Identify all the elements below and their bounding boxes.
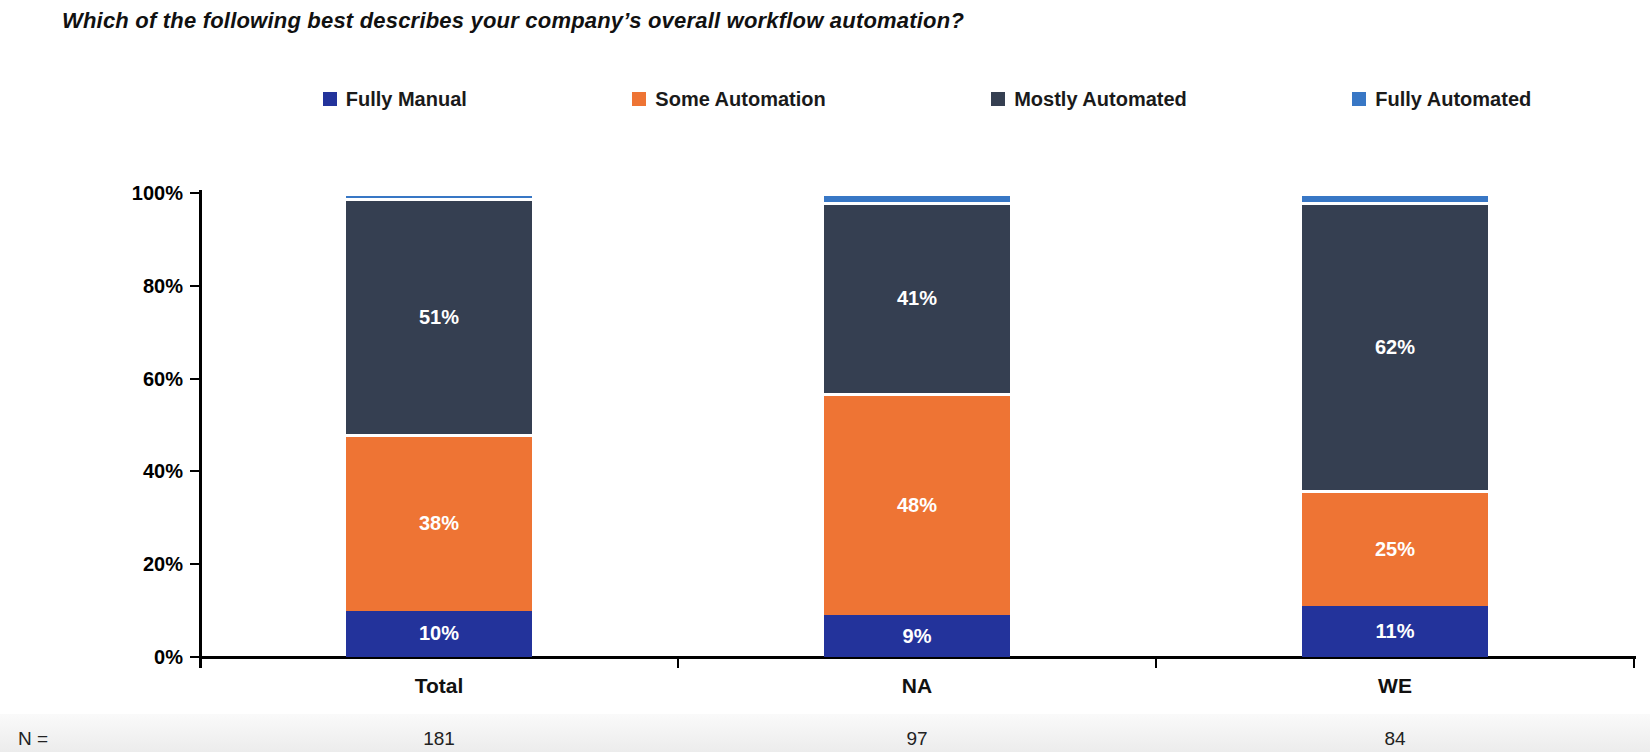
bar-segment-total-fully-automated: [346, 193, 532, 198]
bar-segment-we-fully-automated: [1302, 193, 1488, 202]
y-tick-label: 60%: [58, 367, 183, 391]
bar-segment-label: 9%: [903, 625, 932, 648]
n-value: 181: [329, 728, 549, 750]
bar-segment-label: 38%: [419, 512, 459, 535]
legend-label: Mostly Automated: [1014, 88, 1187, 111]
y-tick-label: 20%: [58, 552, 183, 576]
chart-title: Which of the following best describes yo…: [62, 8, 964, 34]
bar-segment-label: 41%: [897, 287, 937, 310]
bar-segment-label: 48%: [897, 494, 937, 517]
n-row-label: N =: [18, 728, 48, 750]
x-tick-mark: [677, 657, 679, 668]
bar-segment-na-some-automation: 48%: [824, 393, 1010, 616]
legend: Fully Manual Some Automation Mostly Automa…: [240, 83, 1614, 115]
n-value: 84: [1285, 728, 1505, 750]
legend-swatch-icon: [323, 92, 337, 106]
bar-segment-na-fully-manual: 9%: [824, 615, 1010, 657]
bar-segment-we-some-automation: 25%: [1302, 490, 1488, 606]
x-tick-mark: [1155, 657, 1157, 668]
bar-segment-label: 25%: [1375, 538, 1415, 561]
legend-label: Fully Manual: [346, 88, 467, 111]
category-label: WE: [1285, 674, 1505, 698]
legend-label: Some Automation: [655, 88, 825, 111]
bar-segment-we-mostly-automated: 62%: [1302, 202, 1488, 490]
legend-label: Fully Automated: [1375, 88, 1531, 111]
bar-segment-total-some-automation: 38%: [346, 434, 532, 610]
legend-item-fully-manual: Fully Manual: [323, 88, 467, 111]
x-tick-mark: [1633, 657, 1635, 668]
y-tick-label: 0%: [58, 645, 183, 669]
bar-segment-label: 10%: [419, 622, 459, 645]
bar-segment-na-mostly-automated: 41%: [824, 202, 1010, 392]
bar-segment-total-mostly-automated: 51%: [346, 198, 532, 435]
y-tick-label: 80%: [58, 274, 183, 298]
bar-segment-label: 51%: [419, 306, 459, 329]
bar-segment-label: 11%: [1376, 620, 1415, 643]
y-axis-line: [199, 190, 202, 668]
y-tick-label: 100%: [58, 181, 183, 205]
legend-item-fully-automated: Fully Automated: [1352, 88, 1531, 111]
bar-segment-we-fully-manual: 11%: [1302, 606, 1488, 657]
n-value: 97: [807, 728, 1027, 750]
category-label: NA: [807, 674, 1027, 698]
legend-swatch-icon: [1352, 92, 1366, 106]
legend-swatch-icon: [632, 92, 646, 106]
legend-item-mostly-automated: Mostly Automated: [991, 88, 1187, 111]
bar-segment-na-fully-automated: [824, 193, 1010, 202]
legend-item-some-automation: Some Automation: [632, 88, 825, 111]
bar-segment-label: 62%: [1375, 336, 1415, 359]
category-label: Total: [329, 674, 549, 698]
bar-segment-total-fully-manual: 10%: [346, 611, 532, 657]
legend-swatch-icon: [991, 92, 1005, 106]
y-tick-label: 40%: [58, 459, 183, 483]
chart-canvas: Which of the following best describes yo…: [0, 0, 1650, 752]
